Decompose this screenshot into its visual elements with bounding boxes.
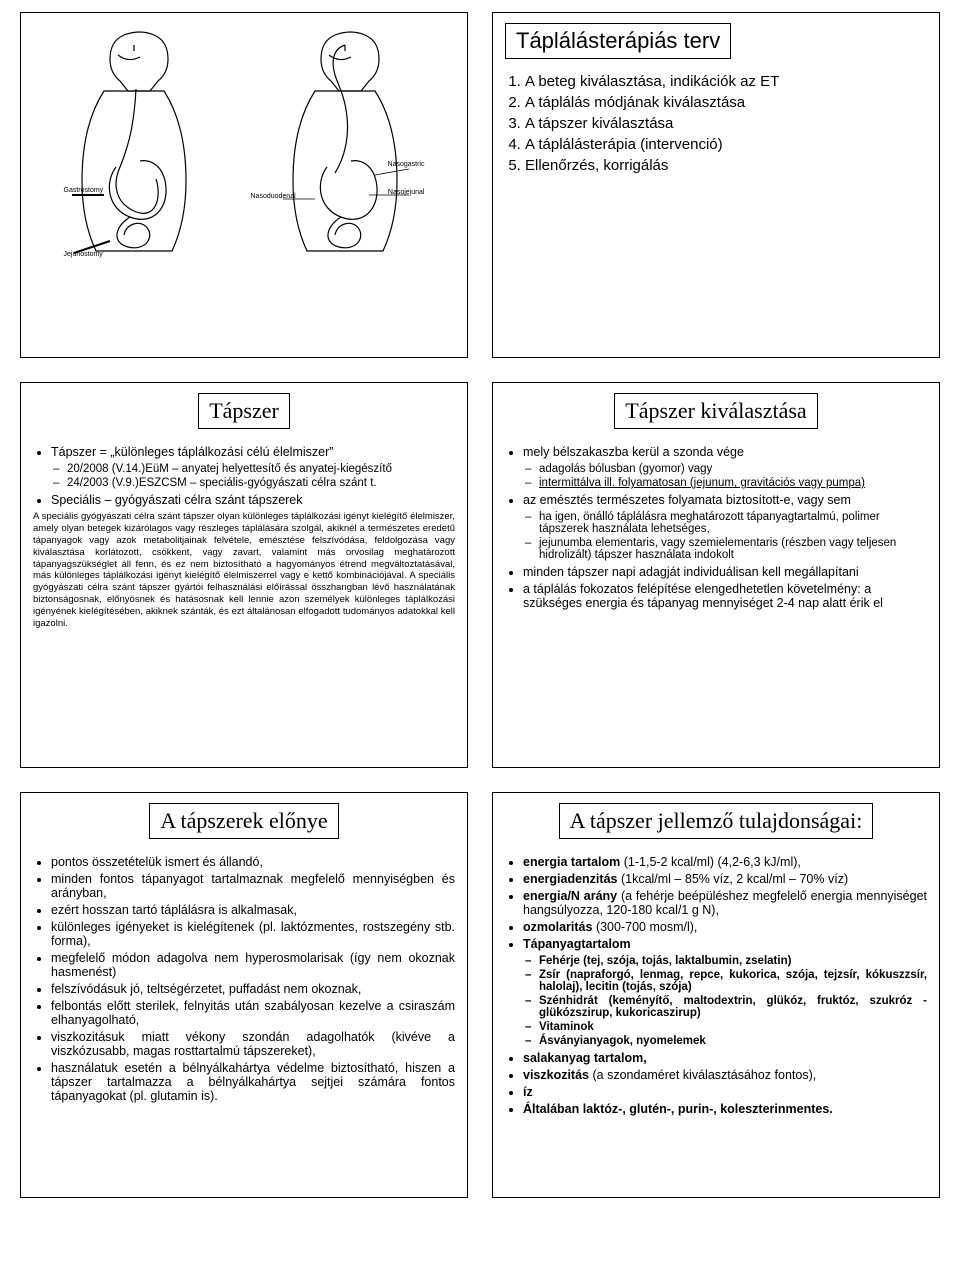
prop-2: energiadenzitás (1kcal/ml – 85% víz, 2 k…	[523, 872, 927, 886]
select-3: minden tápszer napi adagját individuális…	[523, 565, 927, 579]
slide-advantages: A tápszerek előnye pontos összetételük i…	[20, 792, 468, 1198]
prop-4-b: ozmolaritás	[523, 920, 592, 934]
prop-list: energia tartalom (1-1,5-2 kcal/ml) (4,2-…	[505, 855, 927, 951]
prop-7-b: viszkozitás	[523, 1068, 589, 1082]
slide-handout: Gastrostomy Jejunostomy	[0, 0, 960, 1210]
prop-5a: Fehérje (tej, szója, tojás, laktalbumin,…	[539, 955, 927, 967]
adv-list: pontos összetételük ismert és állandó, m…	[33, 855, 455, 1103]
select-1b: intermittálva ill. folyamatosan (jejunum…	[539, 477, 927, 489]
adv-3: ezért hosszan tartó táplálásra is alkalm…	[51, 903, 455, 917]
title-tapszer: Tápszer	[198, 393, 290, 429]
prop-list2: salakanyag tartalom, viszkozitás (a szon…	[505, 1051, 927, 1116]
plan-item: A táplálás módjának kiválasztása	[525, 94, 927, 111]
prop-4: ozmolaritás (300-700 mosm/l),	[523, 920, 927, 934]
slide-tapszer: Tápszer Tápszer = „különleges táplálkozá…	[20, 382, 468, 768]
label-gastrostomy: Gastrostomy	[64, 187, 104, 194]
slide-therapy-plan: Táplálásterápiás terv A beteg kiválasztá…	[492, 12, 940, 358]
select-1b-text: intermittálva ill. folyamatosan (jejunum…	[539, 477, 865, 489]
label-nasogastric: Nasogastric	[388, 161, 425, 168]
prop-8: íz	[523, 1085, 927, 1099]
prop-5d: Vitaminok	[539, 1021, 927, 1033]
title-advantages: A tápszerek előnye	[149, 803, 338, 839]
tapszer-spec: Speciális – gyógyászati célra szánt táps…	[33, 493, 455, 507]
tapszer-def: Tápszer = „különleges táplálkozási célú …	[33, 445, 455, 459]
tapszer-legal-2: 24/2003 (V.9.)ESZCSM – speciális-gyógyás…	[67, 477, 455, 489]
title-properties: A tápszer jellemző tulajdonságai:	[559, 803, 874, 839]
adv-2: minden fontos tápanyagot tartalmaznak me…	[51, 872, 455, 900]
torso-left: Gastrostomy Jejunostomy	[64, 27, 214, 287]
label-nasojejunal: Nasojejunal	[388, 189, 425, 196]
prop-3: energia/N arány (a fehérje beépüléshez m…	[523, 889, 927, 917]
select-2b: jejunumba elementaris, vagy szemielement…	[539, 537, 927, 561]
label-jejunostomy: Jejunostomy	[64, 251, 103, 258]
prop-4-t: (300-700 mosm/l),	[592, 920, 697, 934]
plan-item: A tápszer kiválasztása	[525, 115, 927, 132]
prop-5e: Ásványianyagok, nyomelemek	[539, 1035, 927, 1047]
plan-list: A beteg kiválasztása, indikációk az ET A…	[505, 73, 927, 174]
select-list2: az emésztés természetes folyamata biztos…	[505, 493, 927, 507]
prop-1-b: energia tartalom	[523, 855, 620, 869]
anatomy-figures: Gastrostomy Jejunostomy	[33, 27, 455, 287]
prop-7: viszkozitás (a szondaméret kiválasztásáh…	[523, 1068, 927, 1082]
row-1: Gastrostomy Jejunostomy	[0, 0, 960, 370]
title-therapy-plan: Táplálásterápiás terv	[505, 23, 731, 59]
row-3: A tápszerek előnye pontos összetételük i…	[0, 780, 960, 1210]
slide-anatomy: Gastrostomy Jejunostomy	[20, 12, 468, 358]
select-1: mely bélszakaszba kerül a szonda vége	[523, 445, 927, 459]
slide-tapszer-select: Tápszer kiválasztása mely bélszakaszba k…	[492, 382, 940, 768]
prop-2-t: (1kcal/ml – 85% víz, 2 kcal/ml – 70% víz…	[617, 872, 848, 886]
select-1a: adagolás bólusban (gyomor) vagy	[539, 463, 927, 475]
tapszer-spec-line: Speciális – gyógyászati célra szánt táps…	[51, 493, 455, 507]
prop-7-t: (a szondaméret kiválasztásához fontos),	[589, 1068, 816, 1082]
prop-5c: Szénhidrát (keményítő, maltodextrin, glü…	[539, 995, 927, 1019]
adv-5: megfelelő módon adagolva nem hyperosmola…	[51, 951, 455, 979]
plan-item: A beteg kiválasztása, indikációk az ET	[525, 73, 927, 90]
select-list: mely bélszakaszba kerül a szonda vége	[505, 445, 927, 459]
prop-1: energia tartalom (1-1,5-2 kcal/ml) (4,2-…	[523, 855, 927, 869]
prop-9: Általában laktóz-, glutén-, purin-, kole…	[523, 1102, 927, 1116]
prop-6: salakanyag tartalom,	[523, 1051, 927, 1065]
select-4: a táplálás fokozatos felépítése elengedh…	[523, 582, 927, 610]
label-nasoduodenal: Nasoduodenal	[251, 193, 296, 200]
prop-1-t: (1-1,5-2 kcal/ml) (4,2-6,3 kJ/ml),	[620, 855, 801, 869]
tapszer-legal: 20/2008 (V.14.)EüM – anyatej helyettesít…	[33, 463, 455, 489]
adv-8: viszkozitásuk miatt vékony szondán adago…	[51, 1030, 455, 1058]
torso-right: Nasogastric Nasojejunal Nasoduodenal	[275, 27, 425, 287]
tapszer-legal-1: 20/2008 (V.14.)EüM – anyatej helyettesít…	[67, 463, 455, 475]
tapszer-paragraph: A speciális gyógyászati célra szánt táps…	[33, 511, 455, 630]
title-tapszer-select: Tápszer kiválasztása	[614, 393, 817, 429]
adv-9: használatuk esetén a bélnyálkahártya véd…	[51, 1061, 455, 1103]
tapszer-def-line: Tápszer = „különleges táplálkozási célú …	[51, 445, 455, 459]
select-2-sub: ha igen, önálló táplálásra meghatározott…	[505, 511, 927, 561]
plan-item: A táplálásterápia (intervenció)	[525, 136, 927, 153]
prop-3-b: energia/N arány	[523, 889, 617, 903]
adv-4: különleges igényeket is kielégítenek (pl…	[51, 920, 455, 948]
select-2a: ha igen, önálló táplálásra meghatározott…	[539, 511, 927, 535]
adv-6: felszívódásuk jó, teltségérzetet, puffad…	[51, 982, 455, 996]
slide-properties: A tápszer jellemző tulajdonságai: energi…	[492, 792, 940, 1198]
select-list3: minden tápszer napi adagját individuális…	[505, 565, 927, 610]
select-2: az emésztés természetes folyamata biztos…	[523, 493, 927, 507]
prop-2-b: energiadenzitás	[523, 872, 617, 886]
adv-1: pontos összetételük ismert és állandó,	[51, 855, 455, 869]
row-2: Tápszer Tápszer = „különleges táplálkozá…	[0, 370, 960, 780]
plan-item: Ellenőrzés, korrigálás	[525, 157, 927, 174]
prop-5b: Zsír (napraforgó, lenmag, repce, kukoric…	[539, 969, 927, 993]
select-1-sub: adagolás bólusban (gyomor) vagy intermit…	[505, 463, 927, 489]
adv-7: felbontás előtt sterilek, felnyitás után…	[51, 999, 455, 1027]
prop-5-sub: Fehérje (tej, szója, tojás, laktalbumin,…	[505, 955, 927, 1047]
prop-5: Tápanyagtartalom	[523, 937, 927, 951]
